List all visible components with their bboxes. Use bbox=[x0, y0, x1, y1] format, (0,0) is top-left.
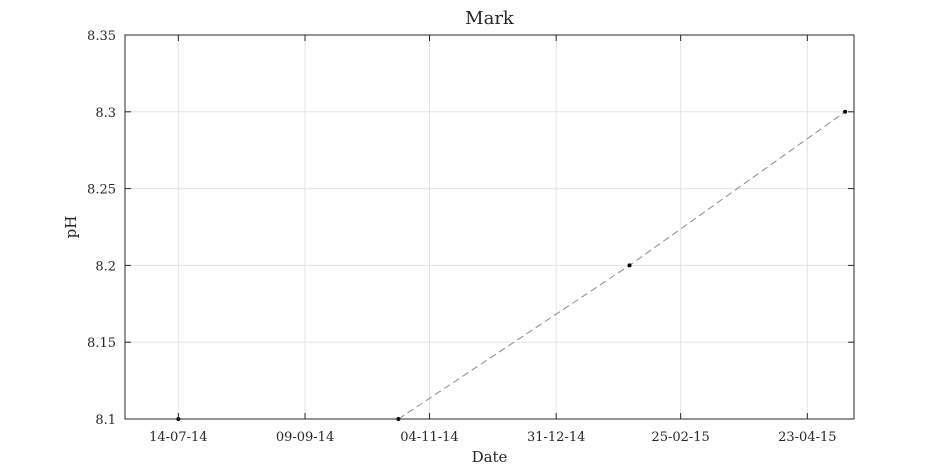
x-tick-label: 23-04-15 bbox=[778, 430, 836, 445]
y-tick-label: 8.35 bbox=[87, 29, 116, 44]
y-tick-label: 8.25 bbox=[87, 183, 116, 198]
ticks-layer: 14-07-14 09-09-14 04-11-14 31-12-14 25-02-15… bbox=[87, 29, 854, 445]
x-axis-label: Date bbox=[472, 448, 508, 466]
y-axis-label: pH bbox=[62, 216, 80, 239]
y-tick-label: 8.15 bbox=[87, 336, 116, 351]
x-tick-label: 25-02-15 bbox=[651, 430, 709, 445]
x-tick-label: 14-07-14 bbox=[149, 430, 207, 445]
y-tick-label: 8.2 bbox=[95, 259, 116, 274]
y-tick-label: 8.3 bbox=[95, 106, 116, 121]
data-point bbox=[627, 263, 632, 268]
plot-frame bbox=[124, 34, 855, 420]
data-point bbox=[843, 109, 848, 114]
x-tick-label: 09-09-14 bbox=[276, 430, 334, 445]
x-tick-label: 04-11-14 bbox=[400, 430, 458, 445]
chart-title: Mark bbox=[465, 8, 515, 29]
y-tick-label: 8.1 bbox=[95, 413, 116, 428]
x-tick-label: 31-12-14 bbox=[527, 430, 585, 445]
